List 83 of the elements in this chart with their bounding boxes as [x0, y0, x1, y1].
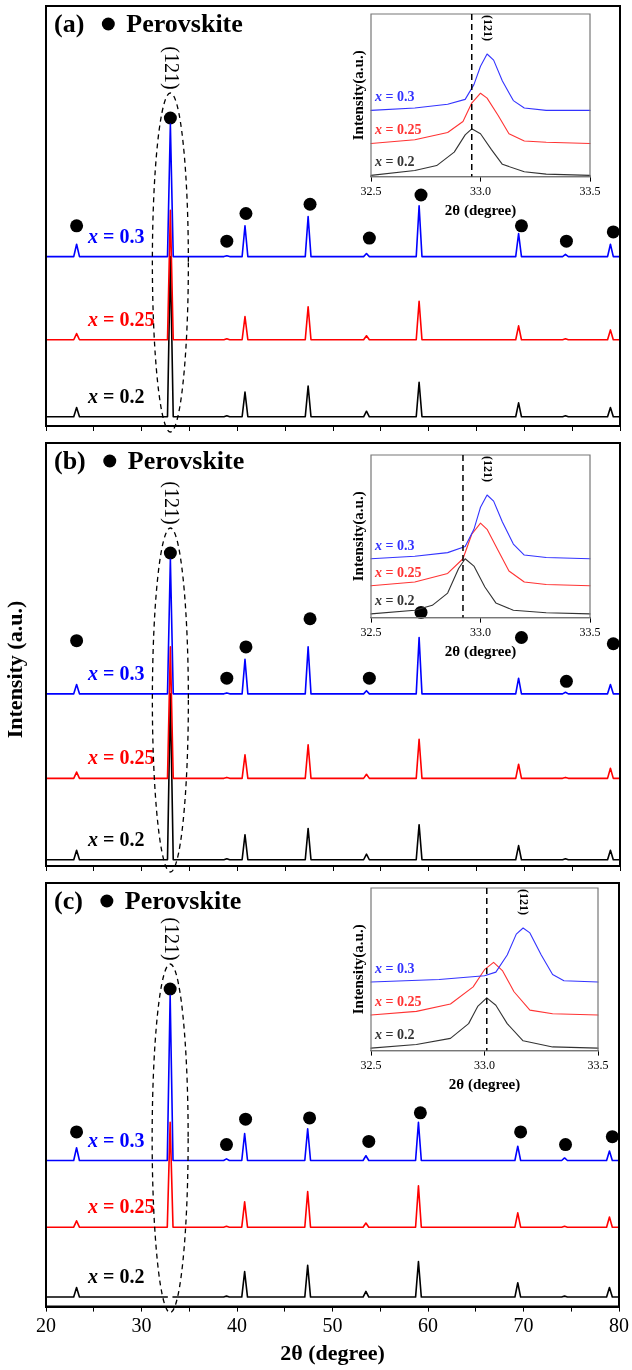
- series-label: x = 0.2: [374, 1027, 415, 1043]
- x-tick-label: 33.5: [587, 1057, 609, 1072]
- point: [163, 982, 177, 996]
- x-tick-label: 20: [36, 1313, 56, 1336]
- annotation: (121): [159, 917, 183, 961]
- x-tick-label: 40: [227, 1313, 247, 1336]
- x-axis-title: 2θ (degree): [280, 1340, 385, 1366]
- point: [413, 1106, 427, 1120]
- point: [414, 188, 428, 202]
- chart-title: (b): [54, 446, 86, 475]
- x-tick-label: 33.5: [579, 624, 601, 639]
- legend-label: Perovskite: [126, 9, 243, 38]
- point: [163, 546, 177, 560]
- series-label: x = 0.3: [87, 1128, 145, 1151]
- point: [514, 631, 528, 645]
- series-label: x = 0.25: [87, 1195, 155, 1218]
- point: [559, 674, 573, 688]
- series-label: x = 0.2: [87, 1265, 145, 1288]
- x-tick-label: 30: [131, 1313, 152, 1336]
- series-label: x = 0.25: [374, 994, 422, 1010]
- point: [606, 225, 620, 239]
- x-tick-label: 32.5: [360, 183, 382, 198]
- point: [239, 640, 253, 654]
- y-axis-title: Intensity (a.u.): [1, 600, 27, 739]
- annotation: (121): [517, 889, 531, 915]
- x-tick-label: 33.5: [579, 183, 601, 198]
- x-tick-label: 32.5: [360, 624, 382, 639]
- point: [220, 1138, 233, 1152]
- series-label: x = 0.25: [87, 746, 155, 769]
- point: [362, 671, 376, 685]
- series-label: x = 0.25: [87, 307, 155, 330]
- point: [70, 634, 84, 648]
- x-tick-label: 33.0: [470, 183, 491, 198]
- point: [239, 1112, 253, 1126]
- point: [70, 219, 84, 233]
- annotation: (121): [160, 481, 184, 525]
- series-label: x = 0.25: [374, 564, 422, 580]
- series-label: x = 0.2: [374, 592, 415, 608]
- point: [559, 234, 573, 248]
- x-axis-title: 2θ (degree): [448, 1075, 521, 1093]
- annotation: (121): [160, 46, 184, 90]
- annotation: (121): [480, 15, 495, 41]
- point: [220, 671, 234, 685]
- x-tick-label: 33.0: [470, 624, 491, 639]
- point: [606, 637, 620, 651]
- x-tick-label: 32.5: [360, 1057, 382, 1072]
- point: [559, 1138, 573, 1152]
- x-tick-label: 80: [609, 1313, 629, 1336]
- legend-label: Perovskite: [127, 446, 245, 475]
- point: [70, 1125, 84, 1139]
- series-label: x = 0.3: [87, 661, 145, 684]
- series-label: x = 0.2: [87, 827, 145, 850]
- point: [362, 231, 376, 245]
- point: [605, 1130, 619, 1144]
- legend-label: Perovskite: [124, 886, 242, 915]
- point: [239, 206, 253, 220]
- x-axis-title: 2θ (degree): [444, 642, 517, 660]
- point: [303, 612, 317, 626]
- x-tick-label: 60: [418, 1313, 438, 1336]
- point: [514, 219, 528, 233]
- x-tick-label: 33.0: [474, 1057, 495, 1072]
- series-label: x = 0.3: [374, 960, 415, 976]
- point: [220, 234, 234, 248]
- x-tick-label: 70: [513, 1313, 534, 1336]
- y-axis-title: Intensity(a.u.): [349, 924, 367, 1015]
- point: [514, 1125, 528, 1139]
- x-axis-title: 2θ (degree): [444, 201, 517, 219]
- annotation: (121): [480, 456, 495, 482]
- series-label: x = 0.2: [374, 154, 415, 170]
- y-axis-title: Intensity(a.u.): [349, 491, 367, 582]
- series-label: x = 0.3: [87, 224, 145, 247]
- point: [303, 1111, 317, 1125]
- point: [303, 197, 317, 211]
- point: [163, 111, 177, 125]
- series-label: x = 0.25: [374, 122, 422, 138]
- series-label: x = 0.2: [87, 384, 145, 407]
- y-axis-title: Intensity(a.u.): [349, 50, 367, 141]
- chart-title: (c): [54, 886, 83, 915]
- series-label: x = 0.3: [374, 537, 415, 553]
- x-tick-label: 50: [322, 1313, 343, 1336]
- chart-title: (a): [54, 9, 85, 38]
- point: [362, 1134, 376, 1148]
- series-label: x = 0.3: [374, 89, 415, 105]
